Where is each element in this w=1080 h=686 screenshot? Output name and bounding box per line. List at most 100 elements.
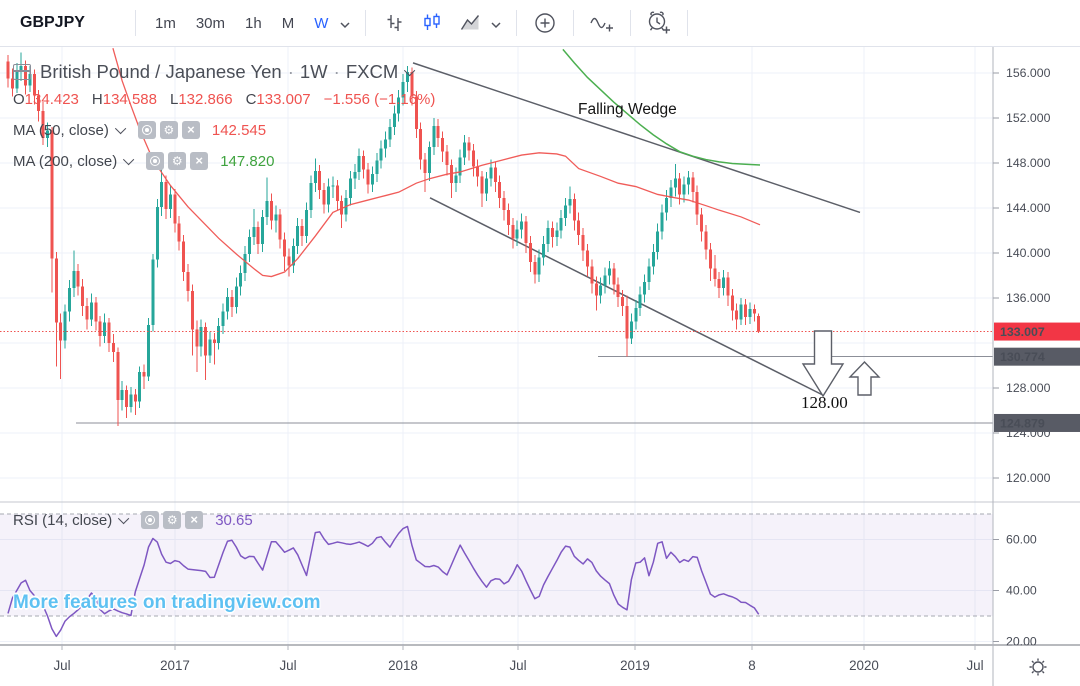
- ma50-label: MA (50, close): [13, 121, 109, 139]
- rsi-legend-row[interactable]: RSI (14, close) ⚙ × 30.65: [13, 509, 253, 531]
- candle-body: [572, 198, 576, 221]
- up-arrow-drawing[interactable]: [848, 360, 881, 396]
- candle-body: [612, 268, 616, 285]
- candle-body: [243, 254, 247, 274]
- trendline-drawing[interactable]: [429, 197, 823, 396]
- symbol-legend-row[interactable]: British Pound / Japanese Yen · 1W · FXCM: [13, 58, 435, 86]
- candle-body: [265, 201, 269, 217]
- timezone-settings-gear-icon[interactable]: [1025, 654, 1051, 685]
- candle-body: [226, 296, 229, 312]
- candle-body: [300, 225, 304, 237]
- ma50-chevron-icon[interactable]: [114, 122, 127, 135]
- symbol-legend-chevron-icon[interactable]: [404, 64, 416, 77]
- time-axis-label[interactable]: 2017: [160, 658, 190, 673]
- candle-body: [230, 296, 234, 307]
- rsi-remove-icon[interactable]: ×: [185, 511, 204, 529]
- candle-body: [217, 326, 221, 343]
- chart-type-area-icon[interactable]: [451, 3, 489, 43]
- alert-icon[interactable]: [640, 3, 678, 43]
- chart-type-bars-icon[interactable]: [375, 3, 413, 43]
- support-price-badge-text: 124.879: [1000, 416, 1045, 430]
- ohlc-open-key: O: [13, 90, 25, 108]
- interval-1W-button-active[interactable]: W: [314, 14, 329, 32]
- rsi-chevron-icon[interactable]: [118, 512, 130, 525]
- candle-body: [107, 322, 111, 343]
- candle-body: [291, 246, 295, 266]
- candle-body: [322, 189, 326, 205]
- candle-body: [94, 302, 98, 322]
- candle-body: [252, 227, 256, 238]
- time-axis-label[interactable]: 2019: [620, 658, 650, 673]
- candle-body: [120, 390, 124, 401]
- rsi-value: 30.65: [215, 511, 253, 529]
- candle-body: [362, 156, 366, 170]
- rsi-settings-icon[interactable]: ⚙: [163, 511, 182, 529]
- ma200-row[interactable]: MA (200, close) ⚙ × 147.820: [13, 150, 435, 172]
- time-axis-label[interactable]: 2018: [388, 658, 418, 673]
- time-axis-label[interactable]: 8: [748, 658, 755, 673]
- candle-body: [269, 201, 273, 221]
- candle-body: [730, 295, 734, 311]
- ma50-remove-icon[interactable]: ×: [181, 121, 200, 139]
- change-value: −1.556 (−1.16%): [323, 90, 436, 108]
- time-axis-label[interactable]: Jul: [966, 658, 983, 673]
- interval-1h-button[interactable]: 1h: [245, 14, 262, 32]
- candle-body: [401, 81, 405, 98]
- candle-body: [168, 194, 172, 210]
- candle-body: [41, 111, 45, 139]
- ma200-eye-icon[interactable]: [146, 152, 165, 170]
- candle-body: [24, 66, 28, 86]
- candle-body: [550, 228, 554, 238]
- candle-body: [388, 126, 392, 140]
- candle-body: [445, 151, 449, 166]
- ma50-eye-icon[interactable]: [137, 121, 156, 139]
- candle-body: [665, 197, 668, 213]
- candle-body: [590, 266, 594, 284]
- candle-body: [67, 287, 71, 312]
- indicators-icon[interactable]: [583, 3, 621, 43]
- price-axis-label: 148.000: [1006, 156, 1051, 170]
- legend-dot: ·: [333, 61, 340, 82]
- candle-body: [155, 206, 159, 260]
- interval-1m-button[interactable]: 1m: [155, 14, 176, 32]
- down-arrow-drawing[interactable]: [801, 330, 845, 398]
- candle-body: [489, 167, 493, 179]
- candle-body: [287, 256, 291, 266]
- trendline-drawing[interactable]: [412, 62, 861, 214]
- tradingview-watermark-link[interactable]: More features on tradingview.com: [13, 592, 321, 613]
- candle-body: [353, 171, 357, 179]
- falling-wedge-label[interactable]: Falling Wedge: [578, 101, 677, 118]
- candle-body: [305, 210, 309, 237]
- candle-body: [520, 221, 524, 230]
- ma200-remove-icon[interactable]: ×: [190, 152, 209, 170]
- time-axis-label[interactable]: Jul: [279, 658, 296, 673]
- time-axis-label[interactable]: Jul: [509, 658, 526, 673]
- chart-type-dropdown-chevron-icon[interactable]: [491, 16, 501, 34]
- time-axis-label[interactable]: 2020: [849, 658, 879, 673]
- candle-body: [256, 227, 260, 244]
- interval-dropdown-chevron-icon[interactable]: [340, 16, 350, 34]
- target-price-label[interactable]: 128.00: [801, 393, 848, 412]
- chart-type-candles-icon-active[interactable]: [413, 3, 451, 43]
- time-axis-label[interactable]: Jul: [53, 658, 70, 673]
- candle-body: [46, 130, 50, 139]
- ma200-settings-icon[interactable]: ⚙: [168, 152, 187, 170]
- ma200-chevron-icon[interactable]: [123, 153, 135, 166]
- ohlc-open-value: 134.423: [24, 90, 79, 108]
- candle-body: [651, 251, 655, 267]
- symbol-button[interactable]: GBPJPY: [20, 14, 85, 31]
- price-axis-label: 120.000: [1006, 471, 1051, 485]
- candle-body: [186, 272, 190, 292]
- rsi-eye-icon[interactable]: [141, 511, 160, 529]
- candle-body: [449, 165, 453, 184]
- ma50-row[interactable]: MA (50, close) ⚙ × 142.545: [13, 119, 435, 141]
- price-axis-label: 140.000: [1006, 246, 1051, 260]
- ma50-settings-icon[interactable]: ⚙: [159, 121, 178, 139]
- candle-body: [199, 327, 203, 347]
- interval-1M-button[interactable]: M: [281, 14, 295, 32]
- candle-body: [625, 305, 629, 339]
- compare-symbol-icon[interactable]: [526, 3, 564, 43]
- candle-body: [599, 285, 603, 296]
- interval-30m-button[interactable]: 30m: [195, 14, 226, 32]
